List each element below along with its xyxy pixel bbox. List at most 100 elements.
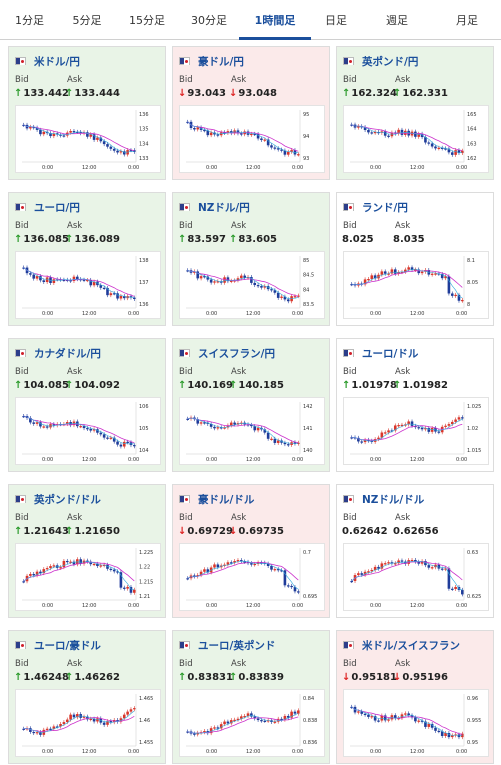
candle xyxy=(363,127,367,131)
mini-chart[interactable]: 1.025 1.02 1.015 0:00 12:00 0:00 xyxy=(343,397,489,465)
candle xyxy=(96,429,99,433)
bid-label: Bid xyxy=(15,221,29,231)
currency-card[interactable]: 豪ドル/円 Bid Ask ↓93.043 ↓93.048 95 94 93 0:00… xyxy=(172,46,330,180)
pair-name[interactable]: 豪ドル/ドル xyxy=(198,493,255,506)
currency-card[interactable]: 英ポンド/円 Bid Ask ↑162.324 ↑162.331 165 164 1… xyxy=(336,46,494,180)
pair-name[interactable]: ユーロ/英ポンド xyxy=(198,639,276,652)
candle xyxy=(55,726,59,728)
candle xyxy=(430,428,434,432)
mini-chart[interactable]: 165 164 163 162 0:00 12:00 0:00 xyxy=(343,105,489,173)
pair-name[interactable]: ユーロ/ドル xyxy=(362,347,419,360)
mini-chart[interactable]: 1.465 1.46 1.455 0:00 12:00 0:00 xyxy=(15,689,161,757)
mini-chart[interactable]: 0.84 0.838 0.836 0:00 12:00 0:00 xyxy=(179,689,325,757)
candle xyxy=(35,732,39,734)
moving-average-line xyxy=(351,419,463,442)
candle xyxy=(454,150,457,155)
y-tick-label: 106 xyxy=(139,404,149,410)
pair-name[interactable]: 米ドル/円 xyxy=(34,55,80,68)
pair-name[interactable]: 英ポンド/円 xyxy=(362,55,419,68)
y-tick-label: 162 xyxy=(467,156,477,162)
candle xyxy=(39,422,42,427)
currency-card[interactable]: ユーロ/ドル Bid Ask ↑1.01978 ↑1.01982 1.025 1.… xyxy=(336,338,494,472)
currency-card[interactable]: ランド/円 Bid Ask 8.025 8.035 8.1 8.05 8 0:00 12… xyxy=(336,192,494,326)
y-tick-label: 0.84 xyxy=(303,696,314,702)
x-tick-label: 0:00 xyxy=(206,311,217,317)
candle xyxy=(390,269,394,274)
bid-label: Bid xyxy=(15,367,29,377)
x-tick-label: 0:00 xyxy=(206,165,217,171)
tab-3[interactable]: 30分足 xyxy=(191,14,227,27)
pair-name[interactable]: スイスフラン/円 xyxy=(198,347,276,360)
candle xyxy=(59,567,62,569)
mini-chart[interactable]: 138 137 136 0:00 12:00 0:00 xyxy=(15,251,161,319)
pair-name[interactable]: カナダドル/円 xyxy=(34,347,101,360)
currency-card[interactable]: 米ドル/円 Bid Ask ↑133.442 ↑133.444 136 135 13… xyxy=(8,46,166,180)
currency-card[interactable]: 豪ドル/ドル Bid Ask ↓0.69729 ↓0.69735 0.7 0.69… xyxy=(172,484,330,618)
candle xyxy=(236,718,240,720)
candle xyxy=(444,425,447,427)
pair-name[interactable]: ランド/円 xyxy=(362,201,408,214)
pair-name[interactable]: 米ドル/スイスフラン xyxy=(362,639,461,652)
y-tick-label: 0.7 xyxy=(303,550,311,556)
currency-card[interactable]: スイスフラン/円 Bid Ask ↑140.169 ↑140.185 142 14… xyxy=(172,338,330,472)
moving-average-line xyxy=(187,121,299,154)
candle xyxy=(62,279,66,282)
mini-chart[interactable]: 8.1 8.05 8 0:00 12:00 0:00 xyxy=(343,251,489,319)
candle xyxy=(39,129,42,135)
candle xyxy=(62,135,66,137)
mini-chart[interactable]: 142 141 140 0:00 12:00 0:00 xyxy=(179,397,325,465)
mini-chart[interactable]: 0.63 0.625 0:00 12:00 0:00 xyxy=(343,543,489,611)
tab-1[interactable]: 5分足 xyxy=(72,14,102,27)
tab-5[interactable]: 日足 xyxy=(325,14,347,27)
bid-value: 140.169 xyxy=(187,380,233,391)
mini-chart[interactable]: 85 84.5 84 83.5 0:00 12:00 0:00 xyxy=(179,251,325,319)
bid-value-wrap: 8.025 xyxy=(342,234,374,245)
candle xyxy=(273,721,277,723)
y-tick-label: 1.215 xyxy=(139,579,153,585)
pair-name[interactable]: 豪ドル/円 xyxy=(198,55,244,68)
mini-chart[interactable]: 1.225 1.22 1.215 1.21 0:00 12:00 0:00 xyxy=(15,543,161,611)
pair-name[interactable]: 英ポンド/ドル xyxy=(34,493,101,506)
candle xyxy=(387,719,390,721)
tab-7[interactable]: 月足 xyxy=(456,14,478,27)
card-header: スイスフラン/円 xyxy=(179,346,275,360)
x-tick-label: 0:00 xyxy=(206,749,217,755)
candle xyxy=(283,570,287,586)
pair-name[interactable]: NZドル/円 xyxy=(198,201,250,214)
mini-chart[interactable]: 106 105 104 0:00 12:00 0:00 xyxy=(15,397,161,465)
mini-chart[interactable]: 95 94 93 0:00 12:00 0:00 xyxy=(179,105,325,173)
tab-6[interactable]: 週足 xyxy=(386,14,408,27)
card-header: 英ポンド/ドル xyxy=(15,492,101,506)
candle xyxy=(49,424,52,428)
currency-card[interactable]: ユーロ/豪ドル Bid Ask ↑1.46248 ↑1.46262 1.465 1… xyxy=(8,630,166,764)
mini-chart[interactable]: 136 135 134 133 0:00 12:00 0:00 xyxy=(15,105,161,173)
candle xyxy=(233,422,236,425)
candle xyxy=(414,717,417,722)
tab-0[interactable]: 1分足 xyxy=(15,14,44,27)
mini-chart[interactable]: 0.96 0.955 0.95 0:00 12:00 0:00 xyxy=(343,689,489,757)
currency-card[interactable]: 米ドル/スイスフラン Bid Ask ↓0.95181 ↓0.95196 0.9… xyxy=(336,630,494,764)
candle xyxy=(290,296,293,302)
currency-card[interactable]: カナダドル/円 Bid Ask ↑104.085 ↑104.092 106 105… xyxy=(8,338,166,472)
candle xyxy=(350,284,353,286)
candle xyxy=(286,585,290,587)
candle xyxy=(32,731,36,734)
tab-4[interactable]: 1時間足 xyxy=(239,0,311,40)
candle xyxy=(360,573,364,575)
au-flag-icon xyxy=(179,57,190,65)
mini-chart[interactable]: 0.7 0.695 0:00 12:00 0:00 xyxy=(179,543,325,611)
currency-card[interactable]: NZドル/ドル Bid Ask 0.62642 0.62656 0.63 0.62… xyxy=(336,484,494,618)
arrow-up-icon: ↑ xyxy=(65,672,74,683)
currency-card[interactable]: ユーロ/円 Bid Ask ↑136.085 ↑136.089 138 137 13… xyxy=(8,192,166,326)
candle xyxy=(126,586,129,589)
pair-name[interactable]: ユーロ/円 xyxy=(34,201,80,214)
currency-card[interactable]: ユーロ/英ポンド Bid Ask ↑0.83831 ↑0.83839 0.84 0… xyxy=(172,630,330,764)
ca-flag-icon xyxy=(15,349,26,357)
candle xyxy=(253,133,257,136)
currency-card[interactable]: 英ポンド/ドル Bid Ask ↑1.21643 ↑1.21650 1.225 1… xyxy=(8,484,166,618)
pair-name[interactable]: NZドル/ドル xyxy=(362,493,425,506)
tab-2[interactable]: 15分足 xyxy=(129,14,165,27)
pair-name[interactable]: ユーロ/豪ドル xyxy=(34,639,101,652)
arrow-down-icon: ↓ xyxy=(229,88,238,99)
currency-card[interactable]: NZドル/円 Bid Ask ↑83.597 ↑83.605 85 84.5 84 8… xyxy=(172,192,330,326)
